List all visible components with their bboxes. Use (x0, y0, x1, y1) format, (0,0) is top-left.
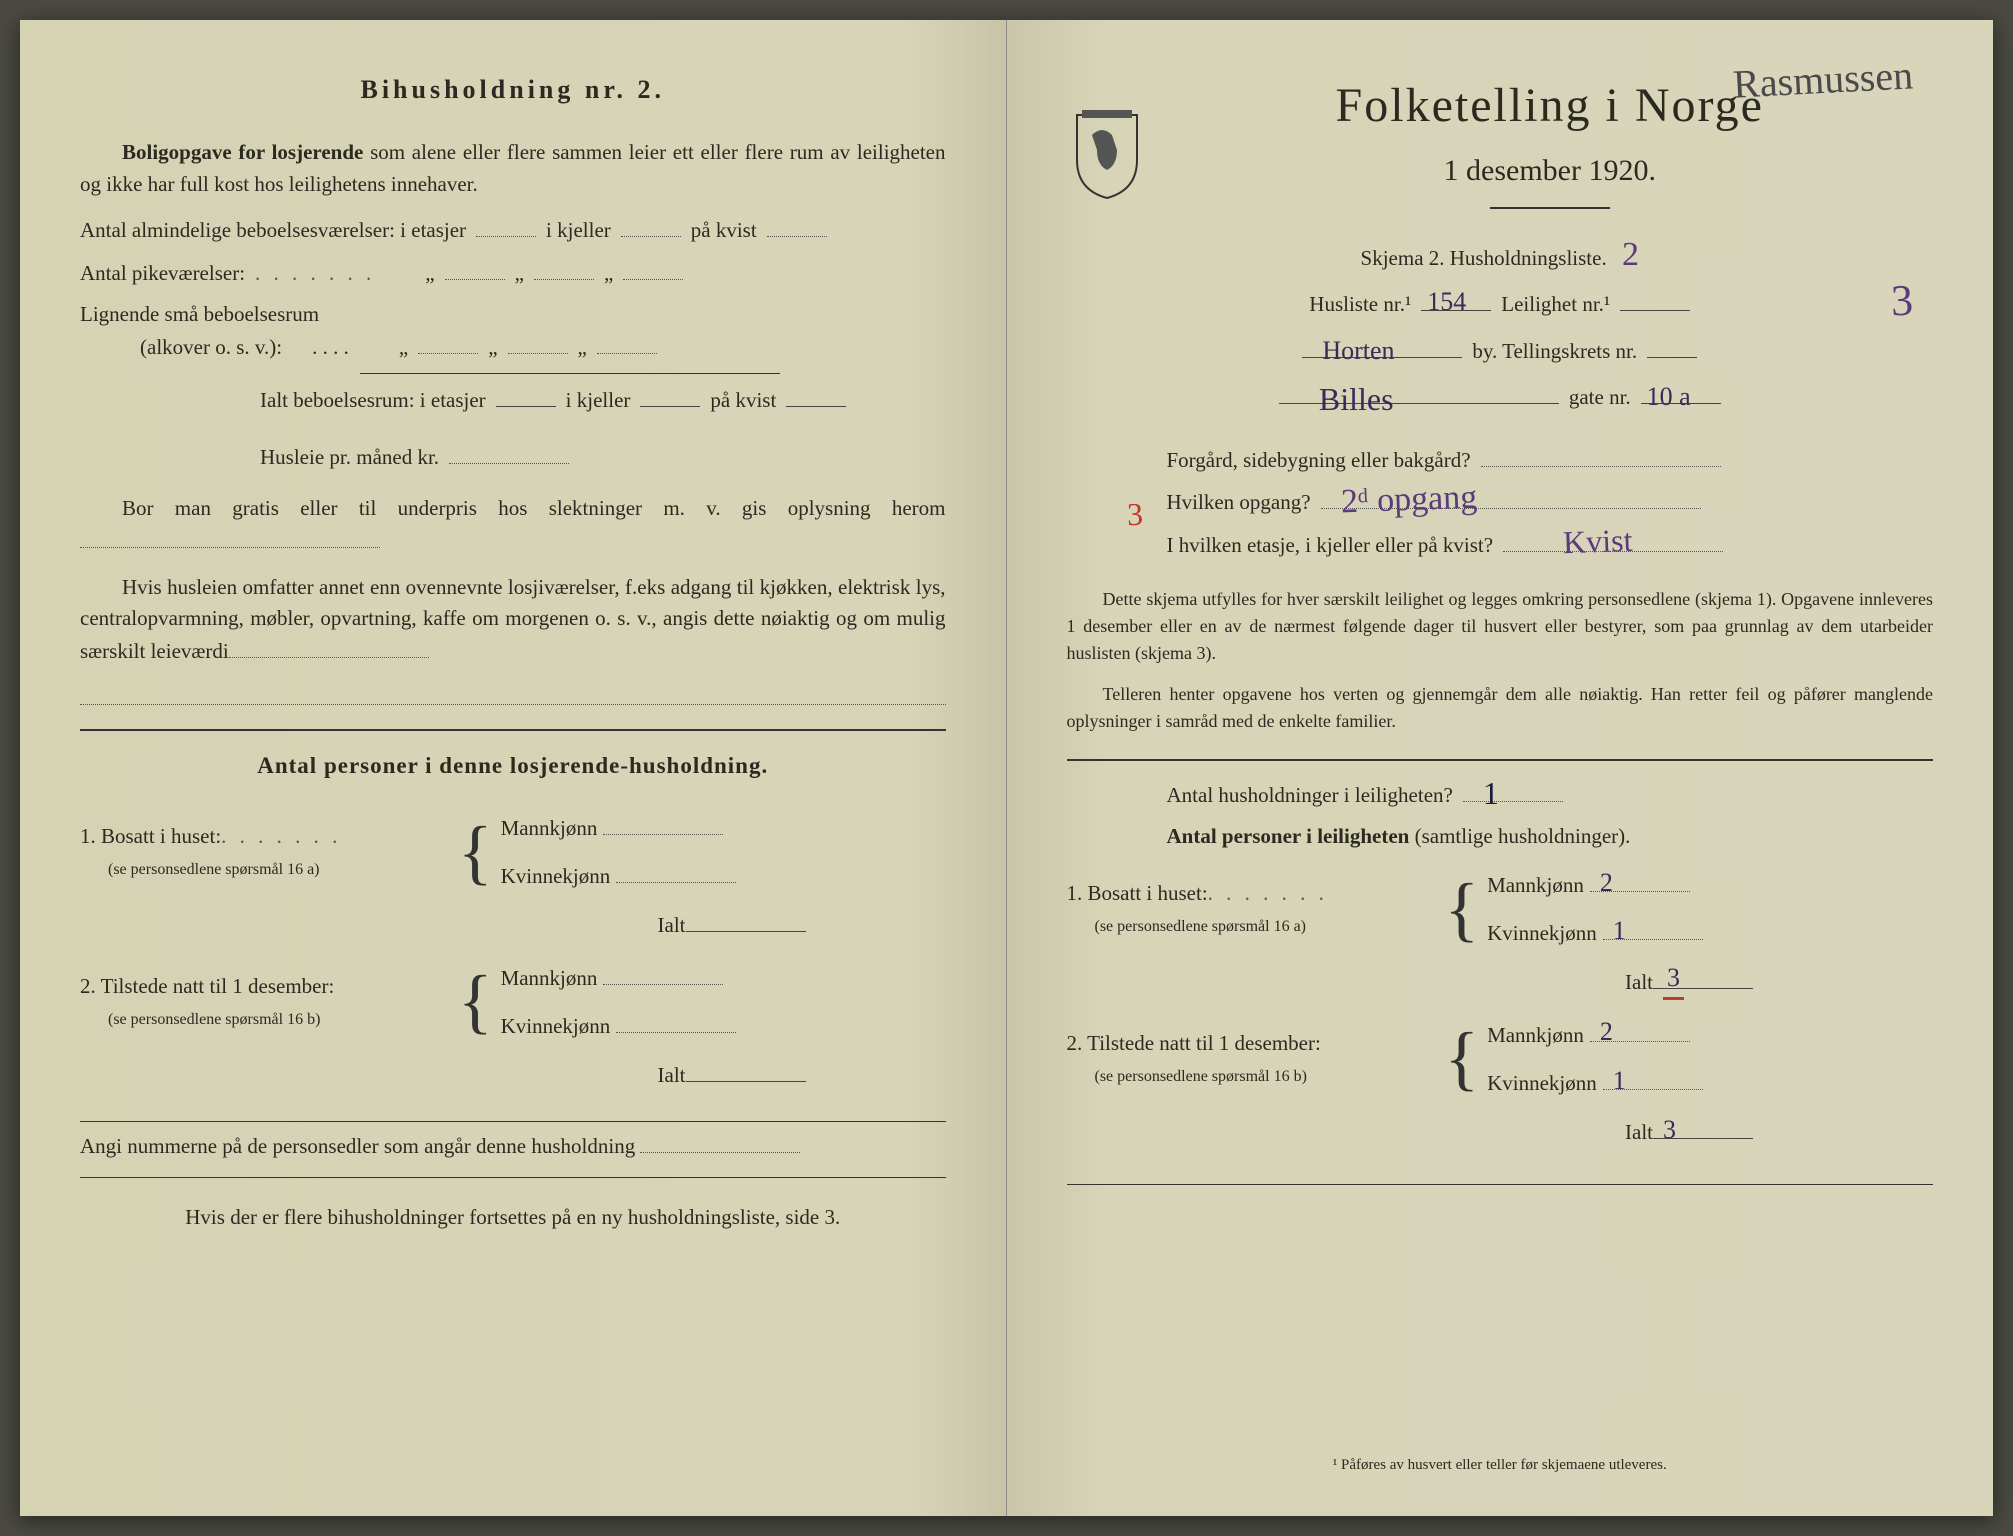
left-page: Bihusholdning nr. 2. Boligopgave for los… (20, 20, 1007, 1516)
brace-icon: { (1445, 888, 1480, 931)
rq1-group: 1. Bosatt i huset: (se personsedlene spø… (1067, 869, 1934, 950)
krets-value: 3 (1890, 268, 1914, 335)
etasje-value: Kvist (1562, 516, 1633, 566)
angi-line: Angi nummerne på de personsedler som ang… (80, 1130, 946, 1163)
intro-paragraph: Boligopgave for losjerende som alene ell… (80, 137, 946, 200)
by-line: Horten by. Tellingskrets nr. (1067, 335, 1934, 368)
instructions-p1: Dette skjema utfylles for hver særskilt … (1067, 586, 1934, 667)
rooms-line-3b: (alkover o. s. v.): . . . . „ „ „ (80, 331, 946, 364)
extras-line: Hvis husleien omfatter annet enn ovennev… (80, 572, 946, 668)
instructions-p2: Telleren henter opgavene hos verten og g… (1067, 681, 1934, 735)
right-page: Rasmussen Folketelling i Norge 1 desembe… (1007, 20, 1994, 1516)
section2-title: Antal personer i denne losjerende-hushol… (80, 749, 946, 784)
intro-bold: Boligopgave for losjerende (122, 140, 363, 164)
marginal-3: 3 (1126, 490, 1144, 539)
section-divider (1067, 759, 1934, 761)
location-block: Forgård, sidebygning eller bakgård? 3 Hv… (1067, 444, 1934, 562)
brace-icon: { (458, 831, 493, 874)
rooms-sum: Ialt beboelsesrum: i etasjer i kjeller p… (80, 384, 946, 417)
t-mann-value: 2 (1600, 1012, 1613, 1051)
antal-hush-value: 1 (1483, 769, 1499, 817)
b-kvinne-value: 1 (1613, 911, 1626, 950)
census-subtitle: 1 desember 1920. (1167, 148, 1934, 193)
q2-group: 2. Tilstede natt til 1 desember: (se per… (80, 961, 946, 1042)
t-kvinne-value: 1 (1613, 1061, 1626, 1100)
b-mann-value: 2 (1600, 863, 1613, 902)
husliste-line: Husliste nr.¹ 154 Leilighet nr.¹ 3 (1067, 288, 1934, 321)
title-rule (1490, 207, 1610, 209)
bottom-note: Hvis der er flere bihusholdninger fortse… (80, 1202, 946, 1234)
rent-line: Husleie pr. måned kr. (80, 441, 946, 474)
leilighet-value: 2 (1622, 236, 1639, 273)
antal-hush-line: Antal husholdninger i leiligheten? 1 (1067, 779, 1934, 812)
surname-handwritten: Rasmussen (1732, 45, 1915, 114)
opgang-value: 2ᵈ opgang (1340, 472, 1478, 528)
gate-line: Billes gate nr. 10 a (1067, 381, 1934, 414)
gatenr-value: 10 a (1647, 377, 1691, 416)
husliste-value: 154 (1427, 282, 1466, 321)
section-divider (80, 729, 946, 731)
rooms-line-2: Antal pikeværelser: „ „ „ (80, 257, 946, 290)
left-title: Bihusholdning nr. 2. (80, 70, 946, 109)
brace-icon: { (458, 980, 493, 1023)
footnote: ¹ Påføres av husvert eller teller før sk… (1007, 1454, 1994, 1477)
gate-value: Billes (1319, 375, 1394, 423)
b-ialt-value: 3 (1663, 958, 1684, 1000)
rooms-line-1: Antal almindelige beboelsesværelser: i e… (80, 214, 946, 247)
coat-of-arms-icon (1067, 110, 1147, 200)
antal-pers-line: Antal personer i leiligheten (samtlige h… (1067, 821, 1934, 853)
by-value: Horten (1322, 331, 1394, 370)
rq2-group: 2. Tilstede natt til 1 desember: (se per… (1067, 1018, 1934, 1099)
rooms-line-3: Lignende små beboelsesrum (80, 299, 946, 331)
t-ialt-value: 3 (1663, 1110, 1676, 1149)
brace-icon: { (1445, 1037, 1480, 1080)
gratis-line: Bor man gratis eller til underpris hos s… (80, 493, 946, 557)
document-spread: Bihusholdning nr. 2. Boligopgave for los… (20, 20, 1993, 1516)
schema-line: Skjema 2. Husholdningsliste. 2 (1067, 229, 1934, 280)
q1-group: 1. Bosatt i huset: (se personsedlene spø… (80, 812, 946, 893)
